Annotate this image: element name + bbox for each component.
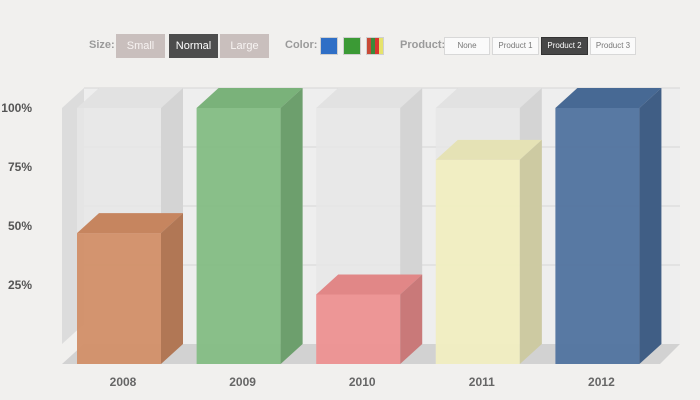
data-bar-2010: [316, 294, 401, 364]
background-column-top: [435, 88, 542, 108]
data-bar-side-2011: [519, 139, 542, 364]
multicolor-swatch[interactable]: [366, 37, 384, 55]
green-swatch[interactable]: [343, 37, 361, 55]
data-bar-side-2012: [639, 88, 662, 364]
x-category-label: 2011: [469, 375, 495, 389]
product-2-button[interactable]: Product 2: [541, 37, 588, 55]
data-bar-2009: [196, 108, 281, 364]
size-small-button[interactable]: Small: [116, 34, 165, 58]
data-bar-2008: [77, 233, 161, 364]
product-label: Product:: [400, 39, 446, 51]
data-bar-top-2010: [316, 274, 423, 295]
data-bar-top-2009: [196, 88, 303, 108]
data-bar-top-2008: [77, 213, 183, 234]
data-bar-side-2009: [280, 88, 303, 364]
x-category-label: 2008: [110, 375, 137, 389]
product-1-button[interactable]: Product 1: [492, 37, 539, 55]
product-none-button[interactable]: None: [444, 37, 490, 55]
x-category-label: 2010: [349, 375, 376, 389]
x-category-label: 2009: [229, 375, 256, 389]
x-category-label: 2012: [588, 375, 615, 389]
y-tick-label: 100%: [1, 101, 32, 115]
data-bar-side-2010: [400, 274, 423, 364]
color-label: Color:: [285, 39, 318, 51]
y-tick-label: 75%: [8, 160, 32, 174]
y-tick-label: 25%: [8, 278, 32, 292]
data-bar-side-2008: [161, 213, 183, 364]
blue-swatch[interactable]: [320, 37, 338, 55]
size-large-button[interactable]: Large: [220, 34, 269, 58]
chart-toolbar: Size: Small Normal Large Color: Product:…: [0, 34, 700, 60]
data-bar-2011: [435, 159, 520, 364]
size-label: Size:: [89, 39, 115, 51]
data-bar-2012: [555, 108, 640, 364]
product-3-button[interactable]: Product 3: [590, 37, 636, 55]
data-bar-top-2011: [435, 139, 542, 160]
y-tick-label: 50%: [8, 219, 32, 233]
background-column-top: [77, 88, 183, 108]
background-column-top: [316, 88, 423, 108]
data-bar-top-2012: [555, 88, 662, 108]
size-normal-button[interactable]: Normal: [169, 34, 218, 58]
